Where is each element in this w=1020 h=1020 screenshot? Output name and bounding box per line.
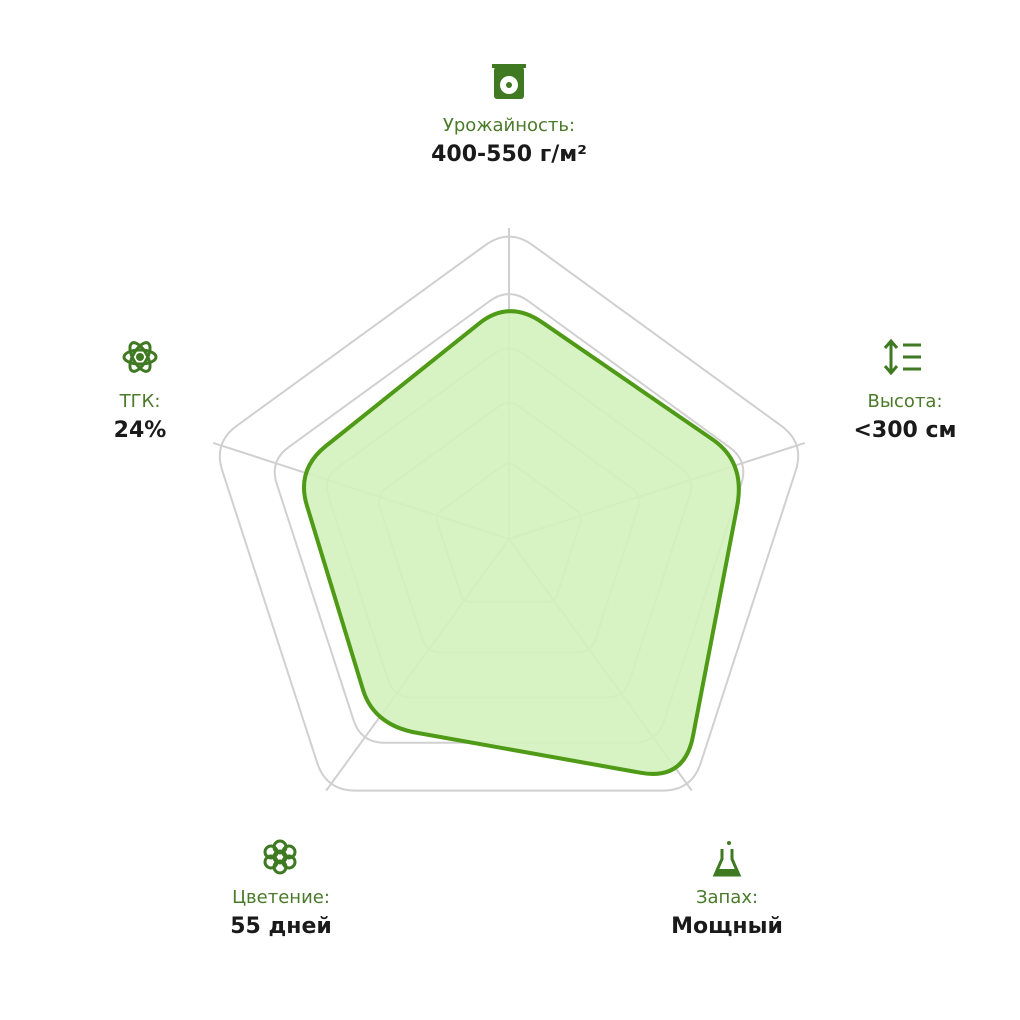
labels: Урожайность: 400-550 г/м² Высота: <300 см За… (114, 115, 957, 939)
grid-ring (218, 235, 800, 792)
radar-area (302, 309, 741, 776)
axis-label: Урожайность: (443, 115, 575, 136)
axis-value: Мощный (671, 914, 783, 939)
axis-label: Цветение: (232, 887, 330, 908)
axis-value: 24% (114, 418, 167, 443)
series (302, 309, 741, 776)
icon-flask (712, 841, 742, 877)
axis-value: 400-550 г/м² (431, 142, 587, 167)
axis-label: Запах: (696, 887, 758, 908)
icon-atom (122, 341, 158, 373)
icon-scale (492, 64, 526, 99)
axis-label: ТГК: (119, 391, 161, 412)
axis-value: 55 дней (230, 914, 332, 939)
axis-value: <300 см (853, 418, 956, 443)
icon-flower (263, 839, 297, 875)
axis-label: Высота: (867, 391, 942, 412)
icon-height (883, 338, 921, 376)
